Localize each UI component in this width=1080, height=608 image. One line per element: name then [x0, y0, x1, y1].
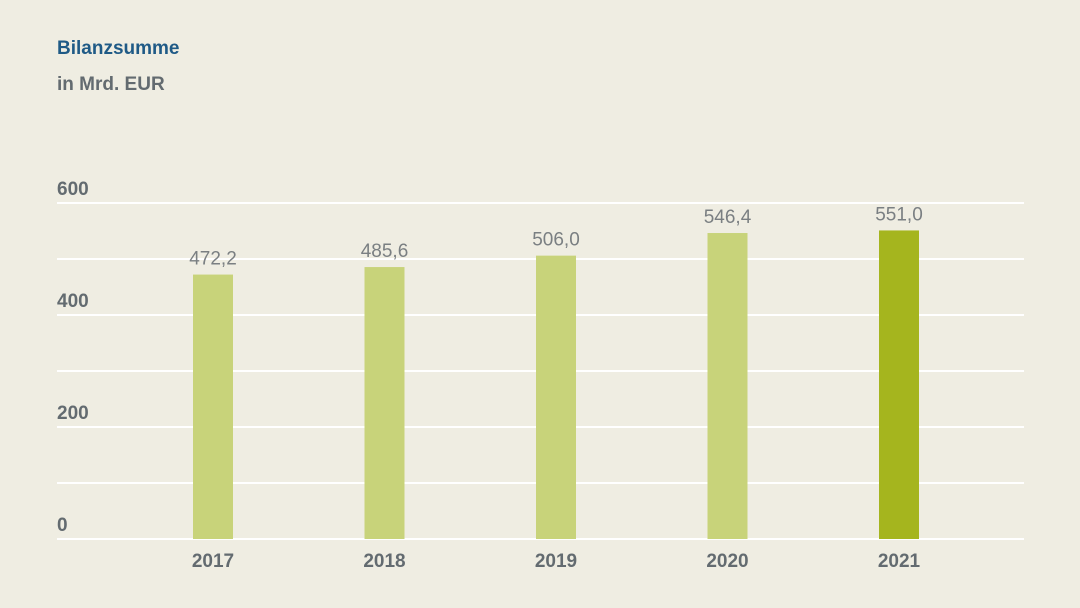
chart-subtitle: in Mrd. EUR — [57, 74, 165, 95]
x-tick-label: 2018 — [363, 551, 405, 572]
chart-title: Bilanzsumme — [57, 38, 180, 59]
x-tick-label: 2019 — [535, 551, 577, 572]
y-tick-label: 600 — [57, 179, 89, 200]
bar-2021 — [879, 230, 919, 539]
bar-2018 — [364, 267, 405, 539]
y-tick-label: 200 — [57, 403, 89, 424]
value-label: 551,0 — [875, 204, 923, 225]
value-label: 506,0 — [532, 230, 580, 251]
y-tick-label: 400 — [57, 291, 89, 312]
value-label: 485,6 — [361, 241, 409, 262]
x-tick-label: 2017 — [192, 551, 234, 572]
y-tick-label: 0 — [57, 515, 68, 536]
x-tick-label: 2020 — [706, 551, 748, 572]
x-tick-label: 2021 — [878, 551, 921, 572]
value-label: 472,2 — [189, 249, 237, 270]
bars — [193, 230, 919, 540]
bar-2017 — [193, 274, 233, 539]
labels: 0 200 400 600 472,2 2017 485,6 2018 506,0 2019 546… — [57, 179, 923, 572]
value-label: 546,4 — [704, 207, 752, 228]
bar-2020 — [707, 233, 748, 540]
bar-2019 — [536, 255, 576, 539]
